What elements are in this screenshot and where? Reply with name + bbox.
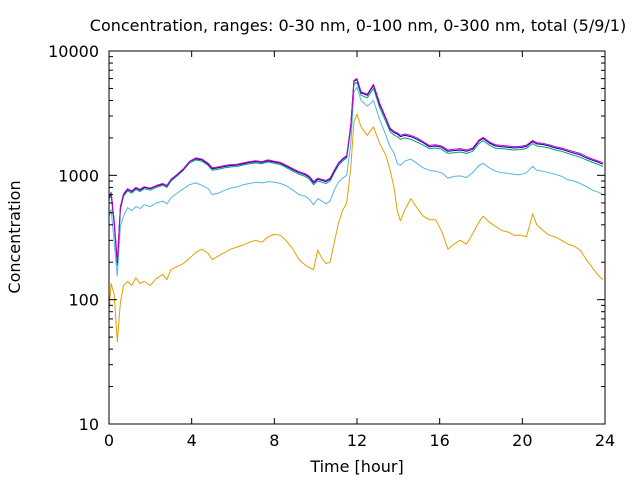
series-line-5 [108, 78, 604, 262]
x-tick-label: 16 [429, 431, 449, 450]
y-tick-label: 100 [68, 291, 99, 310]
y-tick-label: 1000 [58, 166, 99, 185]
x-tick-label: 12 [347, 431, 367, 450]
x-tick-label: 0 [104, 431, 114, 450]
axes: 0 4 8 12 16 20 24 10 100 1000 10000 [48, 42, 615, 450]
y-tick-label: 10000 [48, 42, 99, 61]
y-tick-label: 10 [79, 415, 99, 434]
series-layer [108, 78, 604, 343]
series-line-3 [108, 81, 604, 266]
x-axis-label: Time [hour] [309, 457, 403, 476]
chart-title: Concentration, ranges: 0-30 nm, 0-100 nm… [90, 16, 626, 35]
x-tick-label: 4 [187, 431, 197, 450]
x-tick-label: 20 [512, 431, 532, 450]
x-tick-label: 8 [269, 431, 279, 450]
x-tick-label: 24 [595, 431, 615, 450]
series-line-2 [108, 86, 604, 277]
series-line-1 [108, 113, 604, 343]
y-axis-label: Concentration [5, 180, 24, 293]
plot-frame [108, 50, 606, 425]
